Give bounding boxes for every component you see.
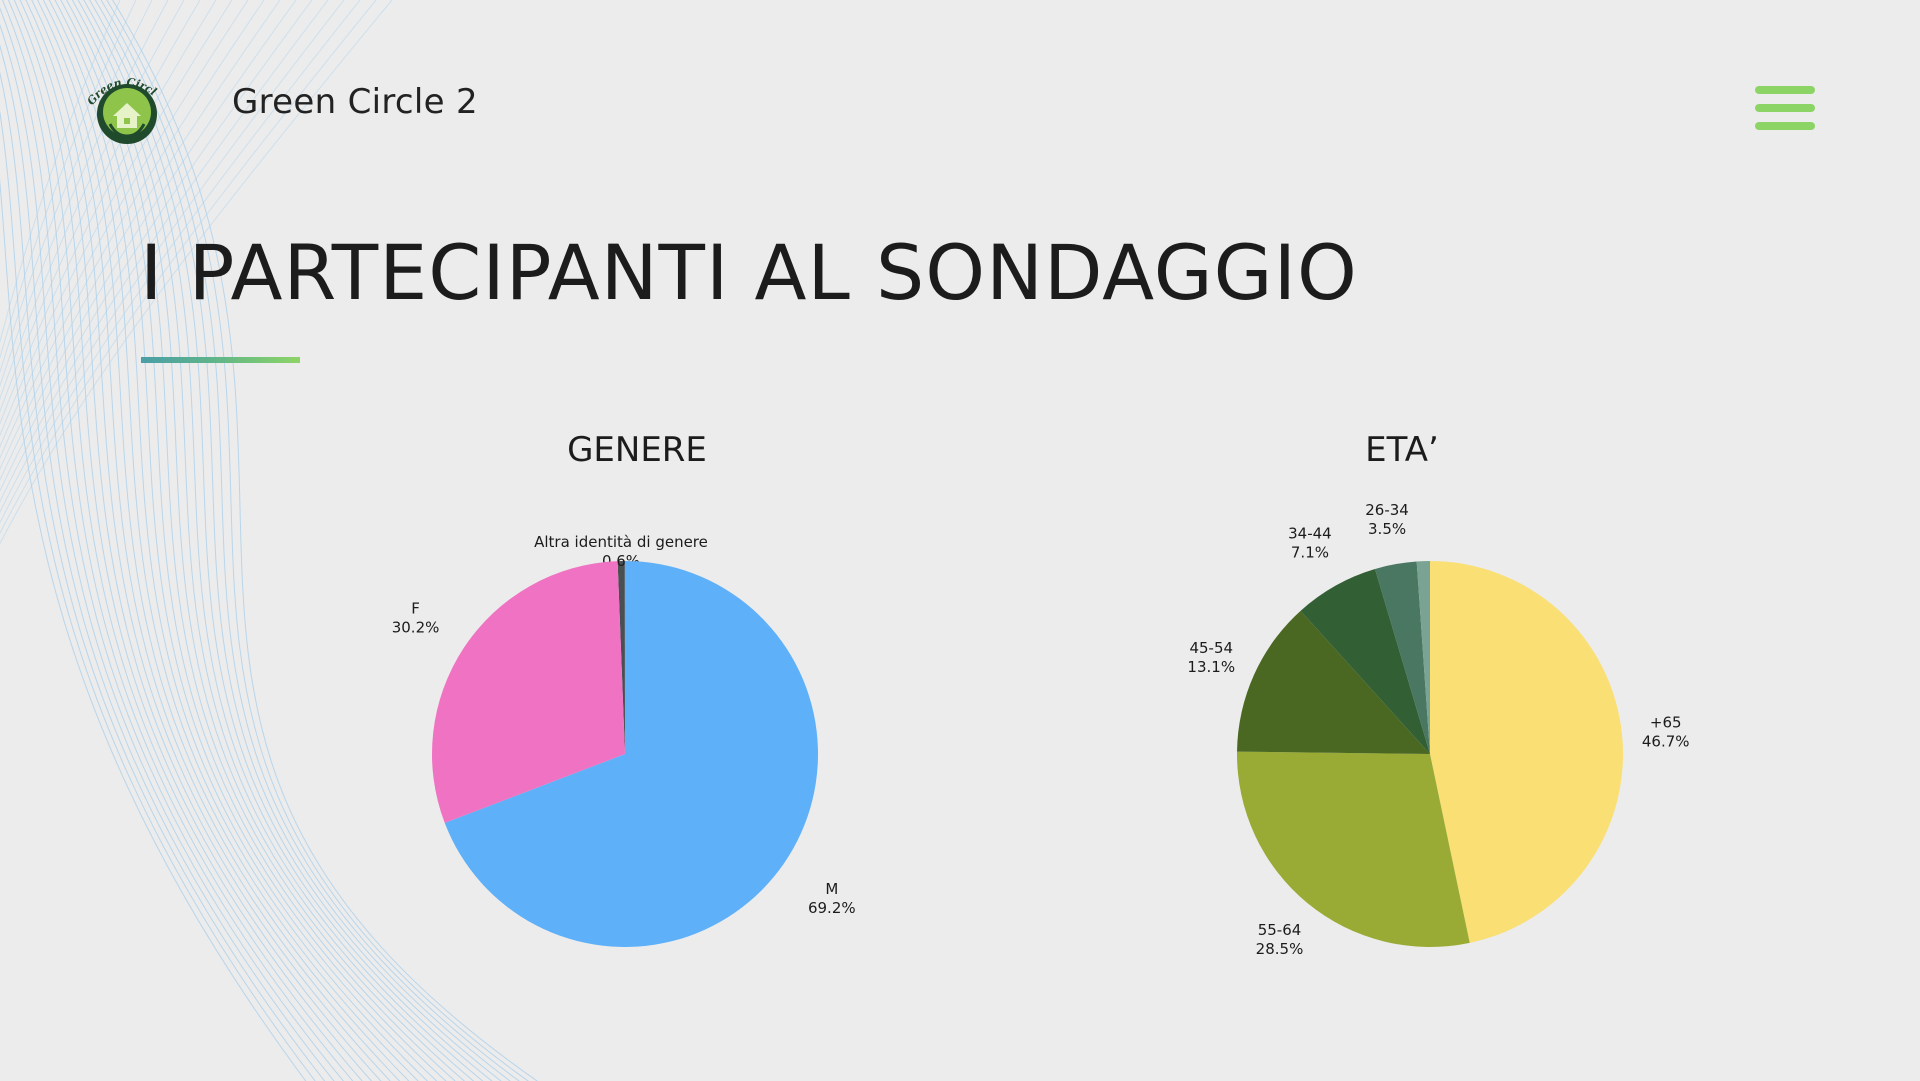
background-wave-line — [1, 0, 363, 1081]
eta-slice-value-1: 28.5% — [1256, 940, 1304, 958]
genere-slice-label-0: Altra identità di genere — [534, 533, 708, 551]
background-wave-line — [60, 0, 457, 1081]
genere-slice-label-2: F — [411, 600, 420, 618]
background-wave-line — [71, 0, 475, 1081]
background-wave-line — [0, 0, 169, 388]
background-wave-line — [7, 0, 373, 1081]
background-wave-line — [0, 44, 335, 1081]
background-wave-line — [83, 0, 493, 1081]
eta-slice-value-2: 13.1% — [1187, 658, 1235, 676]
background-wave-line — [13, 0, 382, 1081]
eta-slice-1 — [1237, 751, 1470, 947]
background-wave-line — [0, 0, 233, 437]
background-wave-line — [54, 0, 447, 1081]
page-title: I PARTECIPANTI AL SONDAGGIO — [140, 228, 1358, 317]
eta-slice-label-1: 55-64 — [1258, 921, 1302, 939]
background-wave-line — [100, 0, 521, 1081]
background-wave-line — [25, 0, 401, 1081]
background-wave-line — [0, 0, 121, 344]
eta-slice-3 — [1300, 569, 1430, 754]
background-wave-line — [0, 0, 137, 360]
background-wave-line — [0, 0, 329, 503]
eta-slice-4 — [1374, 561, 1430, 754]
background-wave-line — [111, 0, 539, 1081]
eta-slice-label-0: +65 — [1650, 713, 1682, 731]
genere-slice-value-2: 30.2% — [392, 619, 440, 637]
hamburger-menu-icon[interactable] — [1755, 86, 1815, 132]
background-wave-line — [106, 0, 530, 1081]
genere-slice-2 — [432, 561, 625, 823]
background-wave-line — [0, 0, 265, 460]
background-wave-line — [0, 110, 316, 1081]
eta-slice-label-2: 45-54 — [1189, 639, 1233, 657]
background-wave-line — [0, 0, 393, 545]
eta-slice-value-3: 7.1% — [1291, 543, 1329, 561]
background-wave-line — [0, 0, 377, 535]
background-wave-line — [48, 0, 438, 1081]
eta-slice-0 — [1430, 561, 1623, 943]
background-wave-line — [94, 0, 512, 1081]
eta-slice-5 — [1416, 561, 1430, 754]
background-wave-line — [0, 0, 281, 471]
background-wave-line — [0, 0, 201, 413]
title-underline — [141, 357, 300, 363]
background-wave-line — [0, 0, 153, 374]
background-wave-line — [19, 0, 392, 1081]
eta-slice-label-4: 26-34 — [1365, 501, 1409, 519]
chart-title-genere: GENERE — [567, 430, 707, 470]
background-wave-line — [65, 0, 466, 1081]
background-wave-line — [0, 0, 361, 524]
eta-slice-value-4: 3.5% — [1368, 520, 1406, 538]
background-wave-line — [31, 0, 410, 1081]
eta-slice-value-0: 46.7% — [1642, 732, 1690, 750]
background-wave-line — [0, 0, 185, 401]
background-wave-line — [36, 0, 420, 1081]
green-circle-logo: Green Circle — [80, 76, 159, 144]
background-wave-line — [0, 0, 217, 425]
background-wave-line — [0, 178, 307, 1081]
background-wave-line — [0, 0, 345, 514]
genere-slice-0 — [617, 561, 625, 754]
background-wave-line — [77, 0, 484, 1081]
genere-slice-label-1: M — [825, 880, 838, 898]
menu-bar — [1755, 104, 1815, 112]
menu-bar — [1755, 122, 1815, 130]
genere-slice-value-1: 69.2% — [808, 899, 856, 917]
background-wave-line — [0, 0, 313, 492]
brand-name: Green Circle 2 — [232, 82, 478, 122]
background-wave-line — [0, 71, 326, 1081]
eta-slice-label-3: 34-44 — [1288, 524, 1332, 542]
background-wave-line — [0, 0, 297, 482]
chart-title-eta: ETA’ — [1365, 430, 1439, 470]
background-wave-line — [42, 0, 429, 1081]
menu-bar — [1755, 86, 1815, 94]
background-wave-line — [0, 7, 354, 1081]
eta-slice-2 — [1237, 610, 1430, 754]
genere-slice-1 — [444, 561, 819, 947]
background-wave-line — [0, 23, 345, 1081]
background-wave-line — [0, 0, 249, 448]
background-wave-line — [88, 0, 502, 1081]
